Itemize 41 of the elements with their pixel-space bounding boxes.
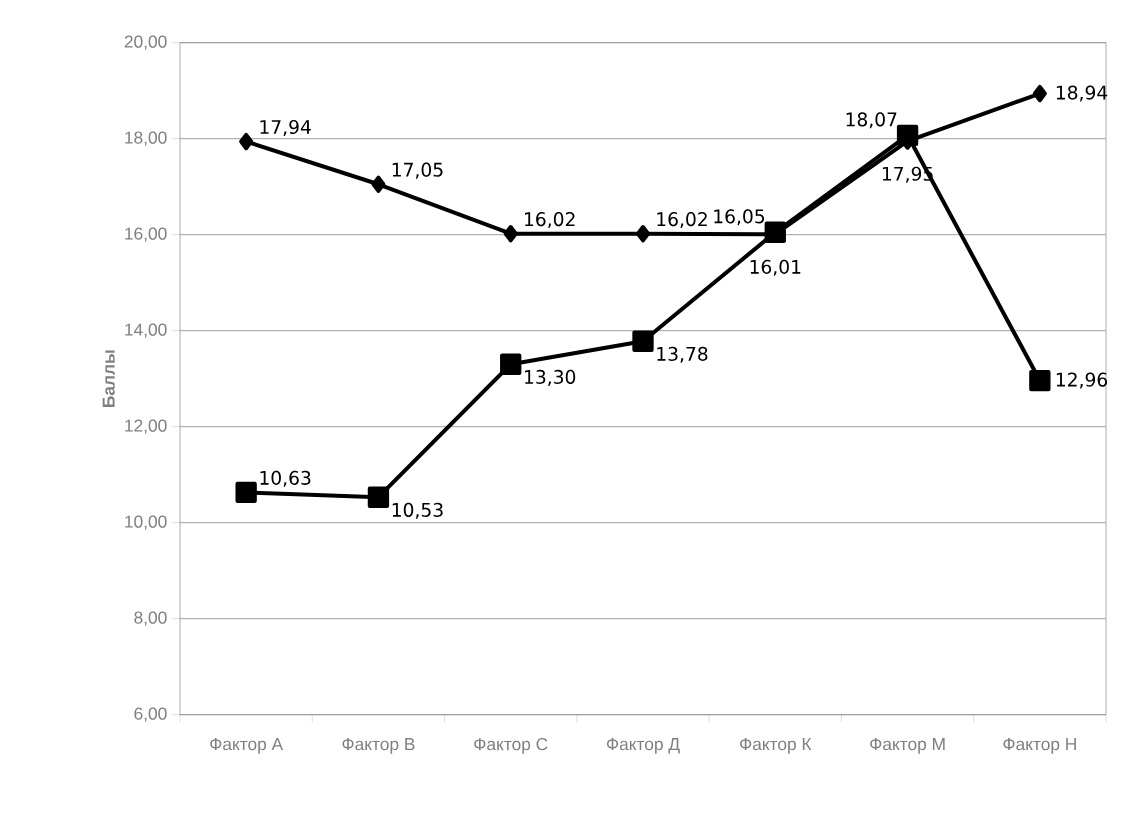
y-tick-label: 20,00 — [124, 35, 167, 50]
point — [239, 132, 254, 151]
y-tick-label: 6,00 — [134, 707, 167, 722]
data-label: 16,02 — [525, 212, 575, 229]
data-label: 12,96 — [1056, 372, 1108, 389]
y-axis-title: Баллы — [102, 350, 115, 407]
y-tick-label: 12,00 — [125, 419, 167, 434]
data-label: 18,94 — [1056, 85, 1108, 102]
data-label: 16,01 — [750, 259, 801, 276]
y-tick-label: 16,00 — [125, 227, 167, 242]
y-tick-label: 14,00 — [125, 323, 167, 338]
x-tick-label: Фактор А — [210, 738, 284, 754]
point — [1032, 84, 1047, 103]
x-tick-label: Фактор С — [474, 738, 548, 754]
x-tick-label: Фактор Н — [1003, 738, 1076, 754]
data-label: 17,94 — [260, 119, 311, 136]
point — [235, 481, 257, 504]
point — [764, 221, 786, 243]
data-label: 13,30 — [525, 369, 576, 386]
point — [367, 486, 390, 508]
point — [503, 225, 518, 243]
x-tick-label: Фактор Д — [606, 738, 680, 754]
y-tick-label: 10,00 — [125, 515, 167, 530]
point — [632, 330, 654, 352]
y-tick-label: 8,00 — [134, 611, 167, 626]
data-label: 16,02 — [657, 212, 707, 229]
point — [1029, 369, 1051, 392]
data-label: 17,05 — [392, 162, 443, 179]
data-label: 13,78 — [657, 346, 708, 363]
x-tick-label: Фактор В — [342, 738, 415, 754]
point — [500, 353, 522, 375]
x-tick-label: Фактор М — [870, 738, 945, 754]
data-label: 18,07 — [846, 112, 897, 129]
data-label: 16,05 — [714, 209, 765, 226]
point — [636, 225, 650, 243]
point — [371, 175, 386, 193]
point — [896, 124, 919, 146]
data-label: 10,63 — [260, 470, 311, 487]
data-label: 10,53 — [392, 502, 443, 519]
x-tick-label: Фактор К — [740, 738, 812, 754]
y-tick-label: 18,00 — [125, 131, 167, 146]
